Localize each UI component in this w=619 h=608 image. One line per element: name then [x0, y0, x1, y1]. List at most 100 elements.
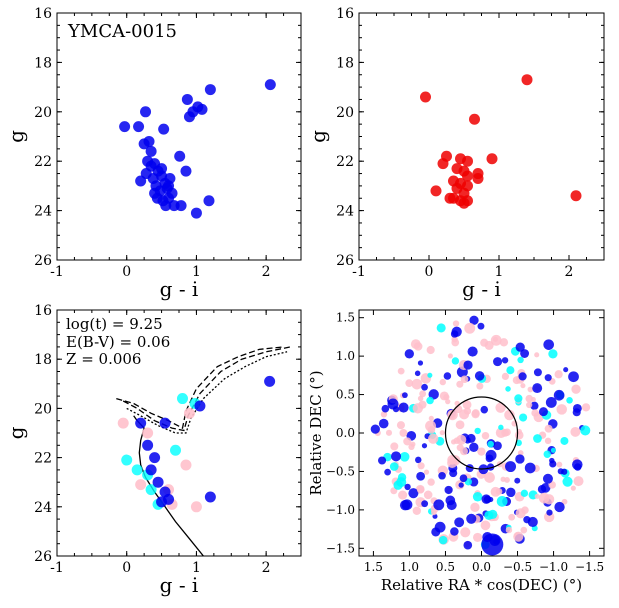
sky-point: [416, 471, 426, 481]
member-point-blue: [152, 476, 164, 488]
sky-point: [543, 339, 554, 350]
sky-point: [570, 485, 576, 491]
member-point-cyan: [176, 393, 188, 405]
sky-point: [493, 441, 502, 451]
sky-point: [399, 451, 410, 462]
sky-point: [408, 443, 415, 450]
sky-point: [370, 424, 380, 434]
sky-point: [456, 434, 467, 445]
y-tick-label: 20: [34, 401, 52, 417]
sky-point: [439, 378, 446, 386]
sky-point: [421, 443, 428, 449]
x-tick-label: 2: [262, 264, 271, 280]
y-tick-label: 1.0: [336, 349, 355, 363]
sky-point: [380, 411, 388, 418]
sky-point: [490, 486, 501, 497]
sky-point: [499, 338, 509, 347]
sky-point: [484, 472, 495, 483]
sky-point: [472, 491, 483, 502]
sky-point: [398, 402, 409, 413]
sky-point: [490, 334, 502, 346]
y-axis-label: Relative DEC (°): [307, 370, 325, 495]
data-point: [143, 135, 155, 147]
sky-point: [476, 382, 484, 390]
sky-point: [498, 424, 504, 431]
y-tick-label: 26: [34, 549, 52, 565]
sky-point: [517, 356, 524, 364]
member-point-pink: [180, 459, 192, 471]
data-point: [462, 170, 473, 182]
sky-point: [439, 430, 445, 436]
sky-point: [500, 476, 506, 482]
x-tick-label: 1: [192, 560, 201, 576]
x-tick-label: 0: [122, 560, 131, 576]
sky-point: [570, 426, 581, 437]
sky-point: [544, 437, 552, 445]
panel-bottom-left: log(t) = 9.25 E(B-V) = 0.06 Z = 0.006 -1…: [4, 303, 302, 597]
sky-point: [474, 371, 485, 381]
sky-point: [433, 499, 445, 511]
data-point: [190, 207, 202, 219]
sky-point: [460, 527, 471, 538]
sky-point: [425, 420, 437, 432]
data-point: [145, 160, 157, 172]
sky-point: [556, 404, 567, 415]
sky-point: [534, 352, 540, 358]
sky-point: [455, 420, 465, 430]
sky-point: [501, 357, 509, 364]
sky-point: [571, 384, 581, 394]
sky-point: [404, 349, 414, 359]
sky-point: [580, 425, 591, 436]
sky-point: [450, 439, 457, 445]
sky-point: [503, 428, 511, 437]
panel-top-right: -1 0 1 2 16 18 20 22 24 26 g - i g: [306, 6, 605, 301]
sky-point: [532, 383, 543, 394]
y-tick-label: 18: [34, 352, 52, 368]
sky-point: [417, 360, 424, 366]
member-point-cyan: [131, 464, 143, 476]
sky-point: [447, 353, 453, 359]
sky-point: [458, 482, 464, 488]
sky-point: [445, 399, 451, 405]
data-point: [570, 190, 582, 202]
sky-point: [438, 535, 448, 545]
sky-point: [485, 449, 497, 461]
sky-point: [427, 372, 433, 378]
data-point: [175, 200, 187, 212]
data-point: [462, 155, 473, 167]
sky-point: [399, 429, 408, 437]
sky-point: [554, 501, 565, 513]
sky-point: [446, 500, 457, 511]
sky-point: [520, 383, 526, 389]
sky-point: [450, 330, 459, 338]
sky-point: [428, 433, 439, 444]
sky-point: [549, 457, 555, 464]
sky-point: [506, 366, 515, 375]
sky-point: [439, 391, 449, 401]
sky-point: [416, 485, 425, 494]
sky-point: [519, 413, 528, 422]
sky-point: [417, 462, 425, 470]
sky-point: [469, 442, 479, 452]
sky-point: [512, 376, 521, 385]
sky-point: [463, 540, 473, 550]
sky-point: [438, 471, 446, 480]
sky-point: [506, 487, 516, 498]
y-tick-label: 18: [336, 55, 354, 71]
y-tick-label: 22: [34, 451, 52, 467]
sky-point: [515, 342, 525, 352]
sky-point: [518, 372, 527, 381]
param-label-ebv: E(B-V) = 0.06: [66, 333, 170, 351]
sky-point: [384, 468, 391, 476]
sky-point: [419, 390, 427, 398]
member-point-blue: [149, 452, 161, 464]
member-point-pink: [183, 407, 195, 419]
sky-point: [550, 447, 556, 453]
sky-point: [412, 506, 422, 515]
cluster-radius-circle: [444, 396, 519, 470]
sky-point: [469, 315, 479, 325]
x-tick-label: 1.5: [364, 560, 383, 574]
y-axis-label: g: [4, 426, 28, 439]
sky-point: [415, 456, 422, 464]
sky-point: [566, 397, 573, 404]
